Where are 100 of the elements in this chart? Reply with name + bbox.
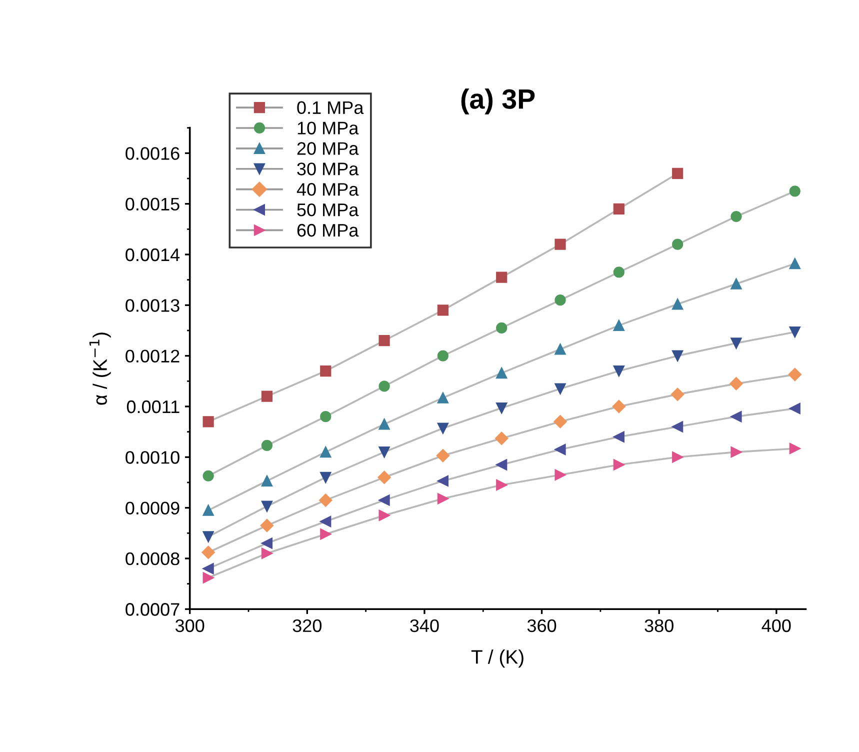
point [320, 516, 332, 528]
point [320, 365, 332, 377]
point [730, 278, 742, 290]
point [788, 368, 802, 382]
point [554, 444, 566, 456]
point [496, 479, 508, 491]
y-tick-label: 0.0012 [126, 350, 180, 363]
legend-label: 20 MPa [297, 142, 359, 155]
point [672, 350, 684, 362]
point [672, 421, 684, 432]
point [261, 548, 273, 559]
y-tick-label: 0.0008 [126, 552, 180, 566]
point [672, 452, 684, 463]
y-tick-label: 0.0013 [126, 299, 180, 312]
point [672, 238, 684, 250]
point [496, 367, 508, 379]
x-tick-label: 360 [527, 619, 556, 632]
point [789, 258, 800, 270]
point [202, 563, 214, 574]
point [202, 546, 215, 559]
point [789, 326, 800, 338]
point [613, 266, 624, 278]
point [437, 475, 448, 487]
point [789, 442, 800, 454]
point [730, 210, 742, 222]
legend-label: 30 MPa [297, 162, 359, 176]
point [672, 168, 684, 179]
point [378, 335, 390, 346]
point [613, 431, 624, 442]
point [730, 377, 743, 390]
y-tick-label: 0.0016 [126, 147, 180, 160]
y-tick-label: 0.0009 [126, 502, 180, 515]
x-tick-label: 340 [410, 619, 439, 632]
point [320, 411, 332, 422]
x-tick-label: 320 [292, 619, 322, 632]
chart-title: (a) 3P [461, 88, 535, 114]
x-tick-label: 400 [762, 619, 791, 632]
point [320, 472, 332, 483]
y-axis-title: α / (K$^{−1}$) [89, 332, 111, 405]
legend-label: 60 MPa [297, 224, 359, 237]
point [261, 500, 273, 512]
point [613, 365, 624, 377]
point [789, 186, 800, 197]
point [378, 510, 390, 521]
point [320, 446, 332, 458]
point [730, 411, 742, 422]
point [378, 494, 390, 506]
point [554, 383, 566, 394]
point [320, 528, 332, 540]
legend-label: 0.1 MPa [297, 101, 364, 114]
point [670, 388, 684, 401]
point [319, 494, 332, 507]
point [730, 446, 742, 458]
point [261, 475, 273, 487]
point [554, 238, 566, 250]
y-tick-label: 0.0014 [126, 248, 180, 262]
point [496, 402, 508, 414]
point [437, 304, 448, 316]
x-axis-title: T / (K) [471, 650, 524, 668]
y-tick-label: 0.0010 [126, 451, 180, 464]
point [554, 415, 567, 428]
point [496, 459, 508, 470]
point [613, 203, 624, 214]
point [202, 416, 214, 428]
point [436, 449, 450, 462]
point [378, 446, 390, 458]
x-tick-label: 300 [175, 619, 204, 632]
y-tick-label: 0.0007 [126, 603, 180, 616]
point [261, 538, 273, 549]
point [554, 294, 566, 306]
point [613, 320, 624, 331]
legend-label: 40 MPa [296, 183, 359, 196]
point [378, 418, 390, 430]
point [613, 459, 624, 470]
point [554, 469, 566, 480]
x-tick-label: 380 [644, 619, 674, 632]
point [202, 470, 214, 482]
point [554, 344, 566, 355]
point [437, 493, 448, 504]
point [730, 338, 742, 349]
point [789, 402, 800, 414]
point [495, 432, 508, 445]
point [261, 440, 273, 452]
point [202, 504, 214, 516]
point [437, 392, 448, 404]
point [496, 322, 508, 334]
legend-label: 50 MPa [297, 203, 359, 216]
point [378, 380, 390, 392]
legend-label: 10 MPa [298, 122, 359, 134]
point [378, 470, 391, 484]
point [437, 422, 448, 434]
y-tick-label: 0.0011 [126, 400, 180, 414]
y-tick-label: 0.0015 [126, 198, 180, 211]
point [496, 272, 508, 283]
point [260, 518, 274, 532]
point [672, 298, 684, 310]
point [437, 350, 448, 362]
point [612, 400, 626, 414]
point [261, 390, 273, 402]
point [202, 531, 214, 542]
